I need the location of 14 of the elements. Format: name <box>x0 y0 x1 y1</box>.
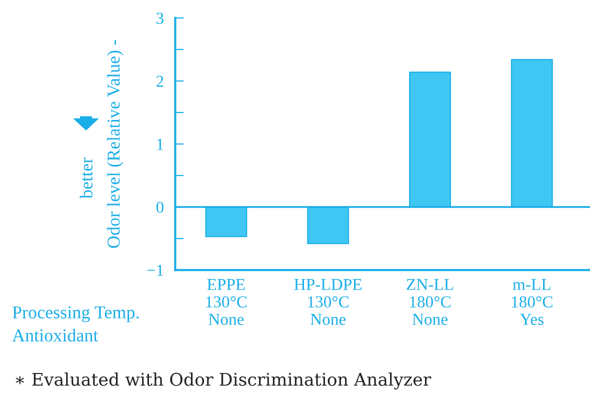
y-tick-label: 3 <box>156 12 164 24</box>
x-tick-label: ZN-LL 180°C None <box>406 279 454 325</box>
x-tick-label: HP-LDPE 130°C None <box>294 279 362 325</box>
text: Antioxidant <box>12 328 98 342</box>
x-tick-label: EPPE 130°C None <box>206 279 247 325</box>
y-tick-label: 0 <box>156 202 164 213</box>
y-tick-label: 1 <box>157 138 164 150</box>
y-tick-label: −1 <box>147 264 164 276</box>
text: better <box>80 158 93 199</box>
text: Processing Temp. <box>12 306 139 322</box>
y-tick-label: 2 <box>156 76 164 87</box>
x-tick-label: m-LL 180°C Yes <box>512 279 552 325</box>
text: ∗ Evaluated with Odor Discrimination Analyzer <box>16 372 432 390</box>
y-axis-title: Odor level (Relative Value) - <box>107 40 124 248</box>
